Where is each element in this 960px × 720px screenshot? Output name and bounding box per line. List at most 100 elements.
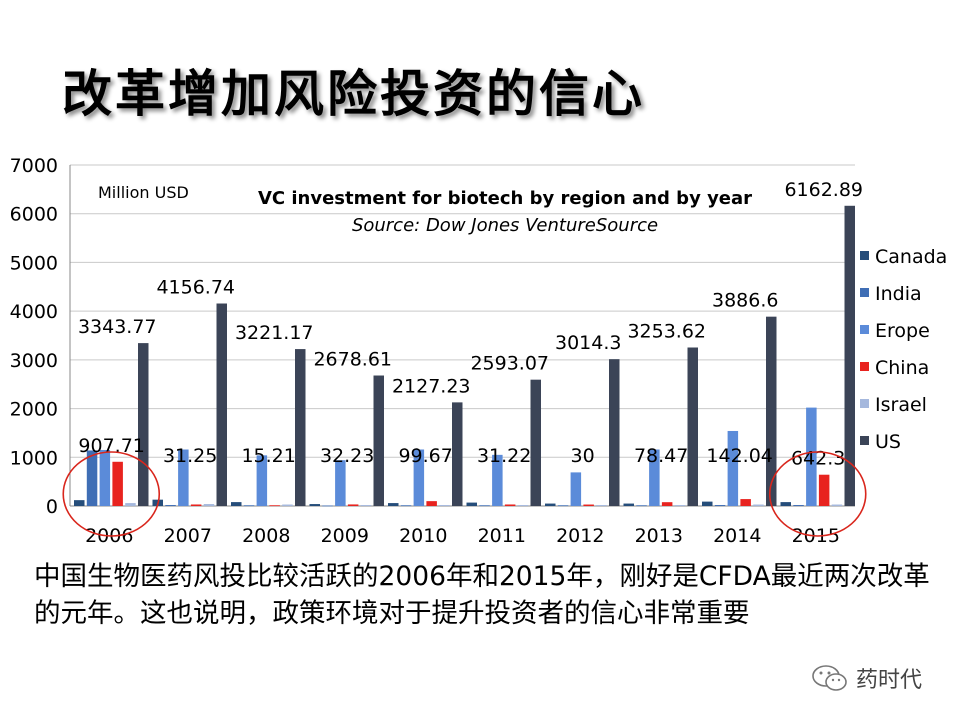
y-tick-label: 1000	[10, 447, 58, 469]
data-label-us: 3886.6	[712, 290, 778, 312]
legend-swatch-india	[860, 288, 869, 297]
highlight-circle	[768, 451, 867, 537]
bar-us-2011	[530, 379, 541, 506]
legend-swatch-china	[860, 362, 869, 371]
bar-us-2015	[844, 205, 855, 506]
x-tick-label: 2007	[164, 525, 212, 547]
bar-israel-2011	[517, 505, 529, 506]
bar-erope-2007	[178, 449, 189, 506]
bar-china-2015	[818, 474, 830, 506]
watermark: 药时代	[810, 662, 922, 694]
bar-erope-2011	[492, 454, 503, 506]
bar-israel-2013	[674, 505, 686, 506]
bar-china-2014	[740, 499, 751, 506]
data-label-china: 32.23	[320, 445, 374, 467]
bar-erope-2010	[413, 449, 425, 506]
data-label-us: 3343.77	[78, 316, 157, 338]
bar-israel-2010	[439, 505, 450, 506]
slide-title: 改革增加风险投资的信心	[62, 64, 645, 123]
x-tick-label: 2012	[556, 525, 604, 547]
bar-china-2013	[661, 502, 673, 506]
data-label-china: 31.22	[477, 445, 531, 467]
x-tick-label: 2014	[713, 525, 761, 547]
bar-china-2012	[583, 504, 594, 506]
bar-india-2013	[636, 505, 647, 507]
data-label-china: 99.67	[398, 445, 452, 467]
bar-canada-2008	[231, 502, 242, 506]
bar-us-2013	[687, 347, 698, 506]
legend-swatch-us	[860, 436, 869, 445]
data-label-china: 31.25	[163, 445, 217, 467]
data-label-china: 30	[571, 445, 595, 467]
bar-india-2008	[243, 505, 255, 507]
bar-canada-2014	[702, 501, 713, 506]
bar-us-2007	[216, 303, 227, 506]
bar-india-2010	[400, 505, 412, 507]
bar-india-2014	[714, 505, 726, 506]
data-label-us: 4156.74	[156, 277, 235, 299]
x-tick-label: 2011	[478, 525, 526, 547]
wechat-icon	[812, 665, 847, 691]
y-tick-label: 2000	[10, 399, 58, 421]
bar-canada-2009	[309, 504, 320, 506]
unit-label: Million USD	[98, 183, 189, 202]
data-label-china: 142.04	[706, 445, 772, 467]
bar-india-2011	[479, 505, 490, 507]
bar-canada-2013	[623, 503, 634, 506]
y-tick-label: 0	[46, 496, 58, 518]
data-label-us: 3014.3	[555, 332, 621, 354]
bar-india-2007	[165, 505, 176, 506]
bar-canada-2012	[545, 503, 556, 506]
bar-israel-2007	[203, 504, 215, 506]
slide-caption: 中国生物医药风投比较活跃的2006年和2015年，刚好是CFDA最近两次改革的元…	[34, 561, 930, 629]
y-tick-label: 6000	[10, 204, 58, 226]
data-label-us: 2593.07	[470, 353, 549, 375]
bar-canada-2006	[74, 500, 85, 506]
bar-erope-2015	[806, 407, 817, 506]
watermark-text: 药时代	[856, 668, 923, 693]
legend-label: India	[875, 283, 922, 305]
legend-label: Israel	[875, 394, 927, 416]
bar-us-2012	[609, 359, 620, 506]
bar-india-2015	[793, 505, 804, 506]
bar-china-2008	[269, 505, 280, 507]
legend-label: Canada	[875, 246, 947, 268]
y-tick-label: 7000	[10, 155, 58, 177]
data-label-china: 78.47	[634, 445, 688, 467]
bar-erope-2009	[335, 460, 346, 506]
data-label-us: 3253.62	[627, 321, 706, 343]
legend-swatch-israel	[860, 399, 869, 408]
bar-erope-2006	[99, 449, 111, 506]
legend-label: US	[875, 431, 901, 453]
legend-swatch-erope	[860, 325, 869, 334]
bar-israel-2008	[282, 504, 293, 506]
bar-israel-2006	[125, 503, 136, 506]
bar-canada-2015	[780, 502, 791, 506]
data-label-china: 15.21	[241, 445, 295, 467]
bar-erope-2008	[256, 455, 268, 506]
chart-title: VC investment for biotech by region and …	[258, 188, 752, 209]
bar-israel-2015	[831, 504, 843, 506]
legend-label: China	[875, 357, 929, 379]
y-tick-label: 3000	[10, 350, 58, 372]
data-label-us: 6162.89	[784, 179, 863, 201]
data-label-china: 642.3	[791, 448, 845, 470]
bar-canada-2011	[466, 502, 477, 506]
bar-india-2006	[86, 450, 98, 506]
bar-israel-2012	[596, 505, 607, 506]
bar-erope-2014	[727, 430, 739, 506]
bar-india-2009	[322, 505, 333, 507]
data-label-us: 2678.61	[313, 349, 392, 371]
bar-china-2006	[112, 461, 123, 506]
data-label-us: 2127.23	[392, 375, 471, 397]
bar-china-2011	[504, 504, 516, 506]
y-tick-label: 5000	[10, 252, 58, 274]
bar-china-2010	[426, 501, 437, 506]
highlight-circle	[62, 451, 161, 537]
bar-erope-2013	[649, 449, 660, 506]
bar-us-2010	[452, 402, 463, 506]
x-tick-label: 2010	[399, 525, 447, 547]
bar-us-2014	[766, 316, 777, 506]
chart-subtitle: Source: Dow Jones VentureSource	[352, 215, 658, 236]
bar-china-2009	[347, 504, 359, 506]
